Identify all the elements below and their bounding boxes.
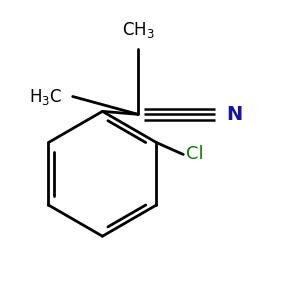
Text: N: N <box>226 105 242 124</box>
Text: Cl: Cl <box>186 146 204 164</box>
Text: CH$_3$: CH$_3$ <box>122 20 154 40</box>
Text: H$_3$C: H$_3$C <box>29 86 62 106</box>
